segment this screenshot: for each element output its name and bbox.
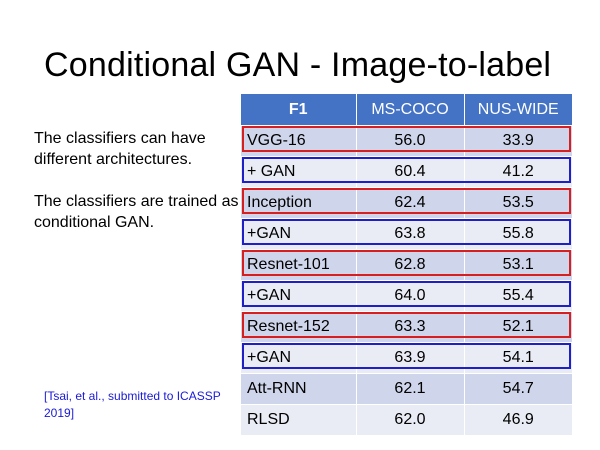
nus-wide-cell: 54.1 <box>464 342 572 374</box>
nus-wide-cell: 46.9 <box>464 404 572 435</box>
model-cell: Resnet-101 <box>241 249 357 281</box>
nus-wide-cell: 52.1 <box>464 311 572 343</box>
nus-wide-cell: 55.8 <box>464 218 572 250</box>
ms-coco-cell: 56.0 <box>356 125 465 157</box>
nus-wide-cell: 33.9 <box>464 125 572 157</box>
header-ms-coco: MS-COCO <box>356 94 465 126</box>
table-row: +GAN 64.0 55.4 <box>241 280 572 312</box>
ms-coco-cell: 62.4 <box>356 187 465 219</box>
table-row: VGG-16 56.0 33.9 <box>241 125 572 157</box>
nus-wide-cell: 55.4 <box>464 280 572 312</box>
table-row: +GAN 63.8 55.8 <box>241 218 572 250</box>
table-row: Att-RNN 62.1 54.7 <box>241 373 572 405</box>
table-row: Inception 62.4 53.5 <box>241 187 572 219</box>
table-row: RLSD 62.0 46.9 <box>241 404 572 435</box>
results-body: VGG-16 56.0 33.9 + GAN 60.4 41.2 Incepti… <box>241 125 572 435</box>
ms-coco-cell: 60.4 <box>356 156 465 188</box>
table-row: Resnet-101 62.8 53.1 <box>241 249 572 281</box>
model-cell: Inception <box>241 187 357 219</box>
table-header-row: F1 MS-COCO NUS-WIDE <box>241 94 572 126</box>
model-cell: +GAN <box>241 342 357 374</box>
ms-coco-cell: 62.0 <box>356 404 465 435</box>
ms-coco-cell: 62.1 <box>356 373 465 405</box>
model-cell: +GAN <box>241 280 357 312</box>
results-table-wrapper: F1 MS-COCO NUS-WIDE VGG-16 56.0 33.9 + G… <box>241 94 572 435</box>
table-row: +GAN 63.9 54.1 <box>241 342 572 374</box>
header-nus-wide: NUS-WIDE <box>464 94 572 126</box>
nus-wide-cell: 53.5 <box>464 187 572 219</box>
table-row: + GAN 60.4 41.2 <box>241 156 572 188</box>
model-cell: Att-RNN <box>241 373 357 405</box>
nus-wide-cell: 41.2 <box>464 156 572 188</box>
nus-wide-cell: 54.7 <box>464 373 572 405</box>
model-cell: +GAN <box>241 218 357 250</box>
note-conditional-gan: The classifiers are trained as condition… <box>34 193 239 231</box>
nus-wide-cell: 53.1 <box>464 249 572 281</box>
results-table: F1 MS-COCO NUS-WIDE VGG-16 56.0 33.9 + G… <box>241 94 572 435</box>
ms-coco-cell: 63.9 <box>356 342 465 374</box>
header-f1: F1 <box>241 94 357 126</box>
model-cell: VGG-16 <box>241 125 357 157</box>
citation: [Tsai, et al., submitted to ICASSP 2019] <box>44 389 221 420</box>
model-cell: + GAN <box>241 156 357 188</box>
slide-title: Conditional GAN - Image-to-label <box>44 46 552 84</box>
model-cell: Resnet-152 <box>241 311 357 343</box>
ms-coco-cell: 63.8 <box>356 218 465 250</box>
table-row: Resnet-152 63.3 52.1 <box>241 311 572 343</box>
ms-coco-cell: 64.0 <box>356 280 465 312</box>
model-cell: RLSD <box>241 404 357 435</box>
note-architectures: The classifiers can have different archi… <box>34 130 206 168</box>
ms-coco-cell: 62.8 <box>356 249 465 281</box>
notes: The classifiers can have different archi… <box>34 128 244 254</box>
ms-coco-cell: 63.3 <box>356 311 465 343</box>
